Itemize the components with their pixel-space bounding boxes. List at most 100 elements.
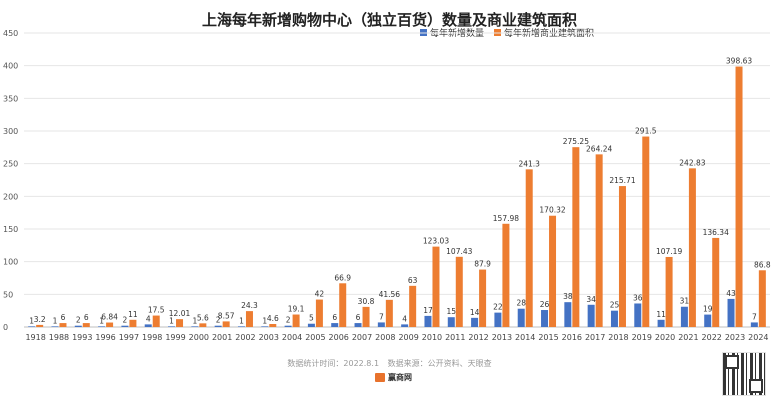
bar-count xyxy=(494,312,502,327)
x-tick-label: 2023 xyxy=(725,333,745,342)
bar-area xyxy=(549,215,557,327)
data-label-count: 6 xyxy=(356,313,361,322)
bar-area xyxy=(525,169,533,327)
x-tick-label: 2012 xyxy=(468,333,488,342)
x-tick-label: 1918 xyxy=(25,333,45,342)
data-label-area: 11 xyxy=(128,310,138,319)
x-tick-label: 1997 xyxy=(119,333,139,342)
bar-count xyxy=(517,308,525,327)
footer-source: 数据来源：公开资料、天眼查 xyxy=(387,359,492,368)
data-label-count: 1 xyxy=(262,316,267,325)
footer-stat-time: 数据统计时间：2022.8.1 xyxy=(287,359,380,368)
bar-count xyxy=(657,319,665,327)
x-tick-label: 2007 xyxy=(352,333,372,342)
bar-area xyxy=(712,237,720,327)
y-tick-label: 0 xyxy=(3,323,8,332)
bar-count xyxy=(471,317,479,327)
data-label-area: 107.43 xyxy=(446,247,472,256)
bar-area xyxy=(502,223,510,327)
y-tick-label: 200 xyxy=(3,192,18,201)
data-label-area: 86.8 xyxy=(754,260,771,269)
bar-count xyxy=(237,326,245,327)
data-label-area: 4.6 xyxy=(267,314,279,323)
legend-label-count: 每年新增数量 xyxy=(430,29,485,39)
data-label-count: 15 xyxy=(447,307,457,316)
bar-count xyxy=(214,325,222,327)
bar-area xyxy=(385,299,393,327)
bar-count xyxy=(354,323,362,327)
qr-code-icon xyxy=(722,352,766,396)
x-tick-label: 1996 xyxy=(95,333,115,342)
data-label-count: 26 xyxy=(540,300,550,309)
bar-count xyxy=(307,323,315,327)
x-tick-label: 2003 xyxy=(259,333,279,342)
data-label-count: 1 xyxy=(99,316,104,325)
data-label-area: 63 xyxy=(408,276,418,285)
x-tick-label: 1999 xyxy=(165,333,185,342)
bar-area xyxy=(642,136,650,327)
x-tick-label: 2021 xyxy=(678,333,698,342)
bar-area xyxy=(572,147,580,327)
x-tick-label: 2008 xyxy=(375,333,395,342)
bar-count xyxy=(168,326,176,327)
data-label-count: 4 xyxy=(146,314,151,323)
bar-count xyxy=(28,326,36,327)
data-label-count: 34 xyxy=(586,295,596,304)
x-tick-label: 2004 xyxy=(282,333,302,342)
data-label-area: 5.6 xyxy=(197,313,209,322)
x-tick-label: 1993 xyxy=(72,333,92,342)
data-label-area: 19.1 xyxy=(288,305,305,314)
data-label-area: 275.25 xyxy=(563,137,589,146)
bar-area xyxy=(176,319,184,327)
bar-count xyxy=(377,322,385,327)
data-label-area: 136.34 xyxy=(703,228,729,237)
x-tick-label: 2022 xyxy=(702,333,722,342)
data-label-count: 36 xyxy=(633,293,643,302)
bar-count xyxy=(401,324,409,327)
bar-area xyxy=(199,323,207,327)
bar-area xyxy=(152,315,160,327)
x-tick-label: 2016 xyxy=(562,333,582,342)
y-tick-label: 50 xyxy=(3,290,13,299)
brand-logo: 赢商网 xyxy=(375,372,412,383)
y-tick-label: 300 xyxy=(3,127,18,136)
data-label-count: 2 xyxy=(286,316,291,325)
bar-count xyxy=(447,317,455,327)
bar-area xyxy=(409,285,417,327)
bar-count xyxy=(750,322,758,327)
data-label-count: 19 xyxy=(703,305,713,314)
bar-area xyxy=(59,323,67,327)
bar-count xyxy=(727,298,735,327)
x-tick-label: 2013 xyxy=(492,333,512,342)
data-label-area: 107.19 xyxy=(656,247,682,256)
data-label-count: 1 xyxy=(29,316,34,325)
data-label-count: 31 xyxy=(680,297,690,306)
x-tick-label: 2005 xyxy=(305,333,325,342)
data-label-area: 241.3 xyxy=(518,159,540,168)
data-label-area: 6 xyxy=(84,313,89,322)
bar-count xyxy=(191,326,199,327)
data-label-count: 11 xyxy=(656,310,666,319)
x-tick-label: 2019 xyxy=(632,333,652,342)
bar-count xyxy=(704,314,712,327)
bar-count xyxy=(634,303,642,327)
data-label-count: 38 xyxy=(563,292,573,301)
bar-area xyxy=(479,269,487,327)
x-tick-label: 2001 xyxy=(212,333,232,342)
footer-note: 数据统计时间：2022.8.1 数据来源：公开资料、天眼查 xyxy=(0,358,779,369)
data-label-area: 41.56 xyxy=(379,290,401,299)
x-tick-label: 2018 xyxy=(608,333,628,342)
bar-area xyxy=(432,246,440,327)
bar-count xyxy=(680,306,688,327)
data-label-count: 2 xyxy=(76,316,81,325)
y-tick-label: 100 xyxy=(3,258,18,267)
data-label-area: 157.98 xyxy=(493,214,519,223)
data-label-area: 123.03 xyxy=(423,237,449,246)
bar-area xyxy=(618,186,626,327)
bar-area xyxy=(315,299,323,327)
brand-name: 赢商网 xyxy=(388,373,412,382)
bar-count xyxy=(144,324,152,327)
bar-area xyxy=(245,311,253,327)
